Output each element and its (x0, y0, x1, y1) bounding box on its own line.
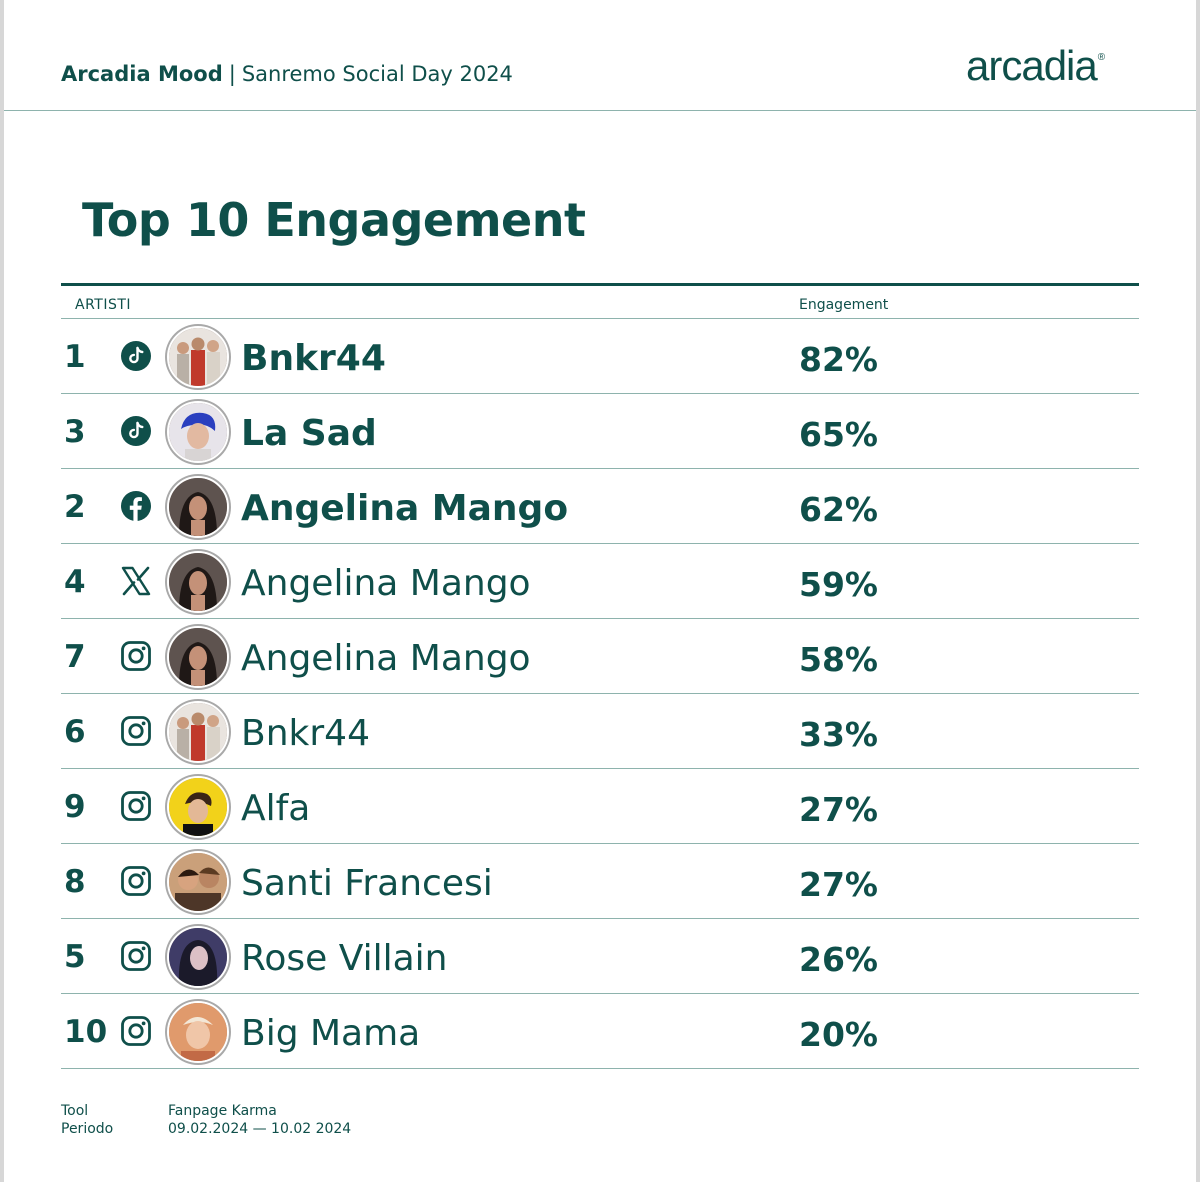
engagement-value: 20% (799, 1015, 878, 1054)
registered-mark: ® (1097, 52, 1105, 63)
alfa-avatar (167, 776, 229, 838)
engagement-value: 33% (799, 715, 878, 754)
footer-period-label: Periodo (61, 1121, 114, 1137)
angelina-mango-avatar (167, 626, 229, 688)
footer-labels: Tool Periodo (61, 1102, 113, 1138)
rank-number: 9 (64, 789, 86, 825)
instagram-icon (119, 1014, 153, 1048)
rank-number: 6 (64, 714, 86, 750)
rank-number: 8 (64, 864, 86, 900)
bnkr44-avatar (167, 701, 229, 763)
table-row: 7 Angelina Mango 58% (61, 619, 1139, 694)
x-icon (119, 564, 153, 598)
table-row: 9 Alfa 27% (61, 769, 1139, 844)
rank-number: 4 (64, 564, 86, 600)
header-divider (4, 110, 1196, 111)
facebook-icon (119, 489, 153, 523)
santi-francesi-avatar (167, 851, 229, 913)
column-header-engagement: Engagement (799, 297, 889, 313)
artist-name: Bnkr44 (241, 713, 370, 754)
engagement-value: 65% (799, 415, 878, 454)
rank-number: 7 (64, 639, 86, 675)
instagram-icon (119, 939, 153, 973)
artist-name: Bnkr44 (241, 338, 386, 379)
footer-tool-value: Fanpage Karma (168, 1103, 277, 1119)
brand-name: Arcadia Mood (61, 62, 223, 86)
angelina-mango-avatar (167, 476, 229, 538)
tiktok-icon (119, 414, 153, 448)
instagram-icon (119, 714, 153, 748)
table-header: ARTISTI Engagement (61, 286, 1139, 319)
header: Arcadia Mood | Sanremo Social Day 2024 arc… (0, 0, 1200, 112)
table-row: 2 Angelina Mango 62% (61, 469, 1139, 544)
rose-villain-avatar (167, 926, 229, 988)
artist-name: Angelina Mango (241, 488, 569, 529)
engagement-value: 27% (799, 865, 878, 904)
bnkr44-avatar (167, 326, 229, 388)
page-edge-left (0, 0, 4, 1182)
instagram-icon (119, 639, 153, 673)
angelina-mango-avatar (167, 551, 229, 613)
artist-name: Big Mama (241, 1013, 421, 1054)
artist-name: La Sad (241, 413, 377, 454)
page-title: Top 10 Engagement (82, 193, 586, 247)
engagement-value: 82% (799, 340, 878, 379)
rank-number: 3 (64, 414, 86, 450)
artist-name: Angelina Mango (241, 563, 531, 604)
artist-name: Rose Villain (241, 938, 448, 979)
page-edge-right (1196, 0, 1200, 1182)
la-sad-avatar (167, 401, 229, 463)
engagement-value: 59% (799, 565, 878, 604)
engagement-value: 58% (799, 640, 878, 679)
big-mama-avatar (167, 1001, 229, 1063)
rank-number: 10 (64, 1014, 108, 1050)
table-row: 10 Big Mama 20% (61, 994, 1139, 1069)
brand-separator: | (228, 62, 236, 86)
rank-number: 2 (64, 489, 86, 525)
footer-values: Fanpage Karma 09.02.2024 — 10.02 2024 (168, 1102, 351, 1138)
table-row: 5 Rose Villain 26% (61, 919, 1139, 994)
footer-tool-label: Tool (61, 1103, 89, 1119)
instagram-icon (119, 789, 153, 823)
engagement-value: 62% (799, 490, 878, 529)
table-row: 3 La Sad 65% (61, 394, 1139, 469)
rank-number: 1 (64, 339, 86, 375)
artist-name: Alfa (241, 788, 311, 829)
table-row: 6 Bnkr44 33% (61, 694, 1139, 769)
engagement-value: 26% (799, 940, 878, 979)
footer-period-value: 09.02.2024 — 10.02 2024 (168, 1121, 352, 1137)
table-top-rule (61, 283, 1139, 286)
table-body: 1 Bnkr44 82% 3 La Sad 65% 2 Angelina Mango 62% 4 A… (61, 319, 1139, 1069)
engagement-value: 27% (799, 790, 878, 829)
arcadia-logo: arcadia® (966, 42, 1105, 90)
brand-line: Arcadia Mood | Sanremo Social Day 2024 (61, 62, 513, 86)
table-row: 4 Angelina Mango 59% (61, 544, 1139, 619)
table-row: 8 Santi Francesi 27% (61, 844, 1139, 919)
brand-subtitle: Sanremo Social Day 2024 (241, 62, 513, 86)
tiktok-icon (119, 339, 153, 373)
logo-text: arcadia (966, 42, 1098, 89)
instagram-icon (119, 864, 153, 898)
artist-name: Santi Francesi (241, 863, 493, 904)
column-header-artists: ARTISTI (75, 297, 132, 313)
artist-name: Angelina Mango (241, 638, 531, 679)
table-row: 1 Bnkr44 82% (61, 319, 1139, 394)
ranking-table: ARTISTI Engagement 1 Bnkr44 82% 3 La Sad 65% 2… (61, 283, 1139, 1069)
rank-number: 5 (64, 939, 86, 975)
